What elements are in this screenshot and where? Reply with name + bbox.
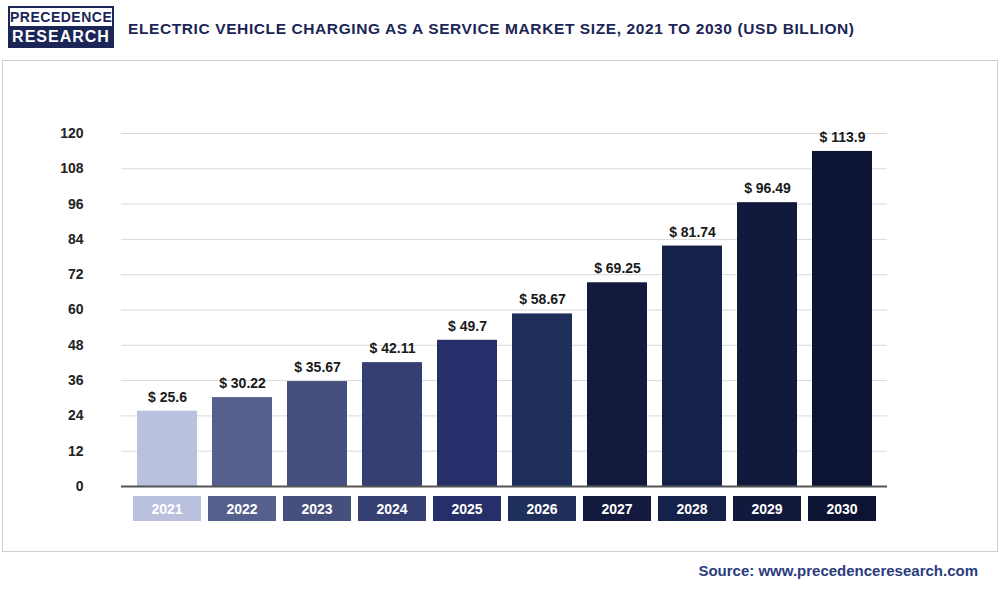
svg-text:48: 48 [68, 337, 84, 353]
svg-text:$ 42.11: $ 42.11 [370, 340, 416, 356]
svg-text:$ 113.9: $ 113.9 [820, 129, 866, 145]
svg-text:$ 58.67: $ 58.67 [519, 291, 566, 307]
svg-text:72: 72 [68, 266, 84, 282]
svg-text:$ 25.6: $ 25.6 [148, 389, 187, 405]
svg-text:2030: 2030 [826, 501, 857, 517]
svg-text:2021: 2021 [151, 501, 182, 517]
html-text:Source: www.precedenceresearch: Source: www.precedenceresearch.com [698, 562, 978, 579]
html-text:ELECTRIC VEHICLE CHARGING AS A: ELECTRIC VEHICLE CHARGING AS A SERVICE M… [128, 20, 855, 37]
html-text:PRECEDENCE: PRECEDENCE [10, 9, 113, 25]
svg-text:60: 60 [68, 301, 84, 317]
svg-text:96: 96 [68, 196, 84, 212]
svg-text:$ 35.67: $ 35.67 [294, 359, 341, 375]
svg-text:2024: 2024 [376, 501, 407, 517]
svg-text:2025: 2025 [451, 501, 482, 517]
svg-text:$ 96.49: $ 96.49 [744, 180, 791, 196]
svg-text:120: 120 [60, 125, 84, 141]
svg-text:36: 36 [68, 372, 84, 388]
svg-text:2026: 2026 [526, 501, 557, 517]
svg-text:$ 81.74: $ 81.74 [669, 224, 716, 240]
svg-text:2028: 2028 [676, 501, 707, 517]
svg-text:12: 12 [68, 443, 84, 459]
svg-text:2022: 2022 [226, 501, 257, 517]
svg-text:0: 0 [76, 478, 84, 494]
svg-text:2023: 2023 [301, 501, 332, 517]
svg-text:84: 84 [68, 231, 84, 247]
svg-text:2029: 2029 [751, 501, 782, 517]
svg-text:$ 69.25: $ 69.25 [594, 260, 641, 276]
svg-text:2027: 2027 [601, 501, 632, 517]
svg-text:$ 49.7: $ 49.7 [448, 318, 487, 334]
svg-text:$ 30.22: $ 30.22 [219, 375, 266, 391]
svg-text:108: 108 [60, 160, 84, 176]
svg-text:24: 24 [68, 407, 84, 423]
html-text:RESEARCH: RESEARCH [12, 28, 110, 45]
